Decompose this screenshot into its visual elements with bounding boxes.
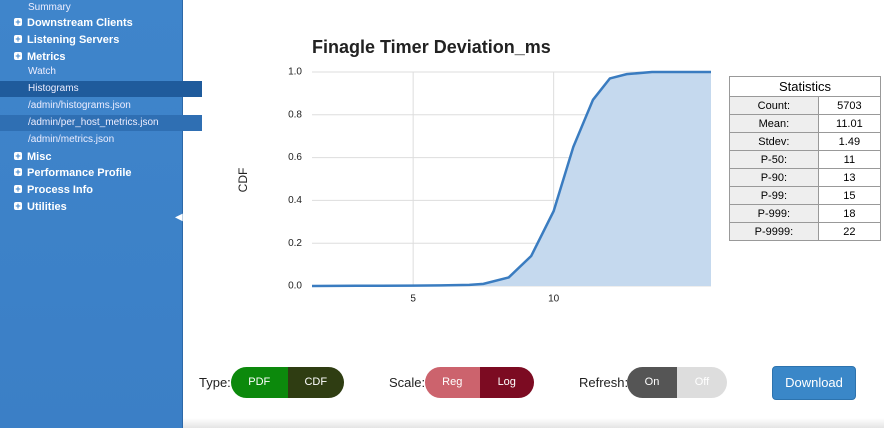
table-row: P-9999: 22 (729, 222, 882, 241)
option[interactable]: CDF (287, 367, 344, 398)
stat-value: 5703 (817, 96, 882, 115)
stat-value: 13 (817, 168, 882, 187)
y-tick-label: 0.8 (288, 109, 302, 120)
stat-value: 22 (817, 222, 882, 241)
nav-section[interactable]: Misc (0, 149, 201, 165)
nav-section[interactable]: Downstream Clients (0, 15, 201, 31)
footer-shadow (183, 418, 884, 428)
stat-value: 11.01 (817, 114, 882, 133)
chart: Finagle Timer Deviation_ms CDF 0.0 0.2 0.4… (236, 37, 711, 305)
control-label: Refresh: (579, 375, 629, 390)
download-button[interactable]: Download (772, 366, 856, 400)
toggle: PDF CDF (231, 367, 344, 398)
option[interactable]: Reg (425, 367, 480, 398)
option[interactable]: Log (479, 367, 534, 398)
table-row: P-999: 18 (729, 204, 882, 223)
stat-label: Count: (729, 96, 819, 115)
nav-item[interactable]: Summary (28, 2, 71, 13)
table-row: P-90: 13 (729, 168, 882, 187)
stat-value: 18 (817, 204, 882, 223)
table-row: P-99: 15 (729, 186, 882, 205)
table-row: Mean: 11.01 (729, 114, 882, 133)
stat-label: P-99: (729, 186, 819, 205)
stat-label: P-9999: (729, 222, 819, 241)
option[interactable]: PDF (231, 367, 288, 398)
table-row: P-50: 11 (729, 150, 882, 169)
nav-section[interactable]: Process Info (0, 182, 201, 198)
stat-label: P-90: (729, 168, 819, 187)
y-tick-label: 0.0 (288, 281, 302, 292)
sidebar: Summary Downstream Clients Listening Ser… (0, 0, 202, 428)
nav-section[interactable]: Performance Profile (0, 165, 201, 181)
table-row: Stdev: 1.49 (729, 132, 882, 151)
stat-label: Mean: (729, 114, 819, 133)
stat-label: Stdev: (729, 132, 819, 151)
table-title: Statistics (729, 76, 881, 97)
nav-section[interactable]: Utilities (0, 199, 201, 215)
nav-item[interactable]: /admin/metrics.json (28, 134, 115, 145)
x-tick-label: 10 (548, 294, 560, 305)
control-label: Type: (199, 375, 231, 390)
chart-title: Finagle Timer Deviation_ms (312, 37, 551, 57)
y-tick-label: 0.2 (288, 238, 302, 249)
stat-label: P-50: (729, 150, 819, 169)
option[interactable]: On (627, 367, 677, 398)
y-axis-label: CDF (236, 168, 250, 193)
stat-value: 15 (817, 186, 882, 205)
area (312, 72, 711, 286)
toggle: Reg Log (425, 367, 534, 398)
stat-label: P-999: (729, 204, 819, 223)
table-row: Count: 5703 (729, 96, 882, 115)
line (311, 70, 711, 288)
control-label: Scale: (389, 375, 426, 390)
nav-item[interactable]: /admin/per_host_metrics.json (0, 115, 202, 131)
toggle: On Off (627, 367, 727, 398)
y-tick-label: 1.0 (288, 67, 302, 78)
nav-section[interactable]: Metrics (0, 49, 201, 65)
y-tick-label: 0.6 (288, 152, 302, 163)
option[interactable]: Off (677, 367, 727, 398)
nav-section[interactable]: Listening Servers (0, 32, 201, 48)
stat-value: 11 (817, 150, 882, 169)
y-tick-label: 0.4 (288, 195, 302, 206)
stat-value: 1.49 (817, 132, 882, 151)
nav-item[interactable]: /admin/histograms.json (28, 100, 131, 111)
nav-item[interactable]: Histograms (0, 81, 202, 97)
nav-item[interactable]: Watch (28, 66, 56, 77)
collapse-arrow[interactable]: ◀ (175, 212, 183, 223)
x-tick-label: 5 (410, 294, 416, 305)
statistics-table: Statistics Count: 5703 Mean: 11.01 Stdev: 1.49… (729, 76, 882, 241)
